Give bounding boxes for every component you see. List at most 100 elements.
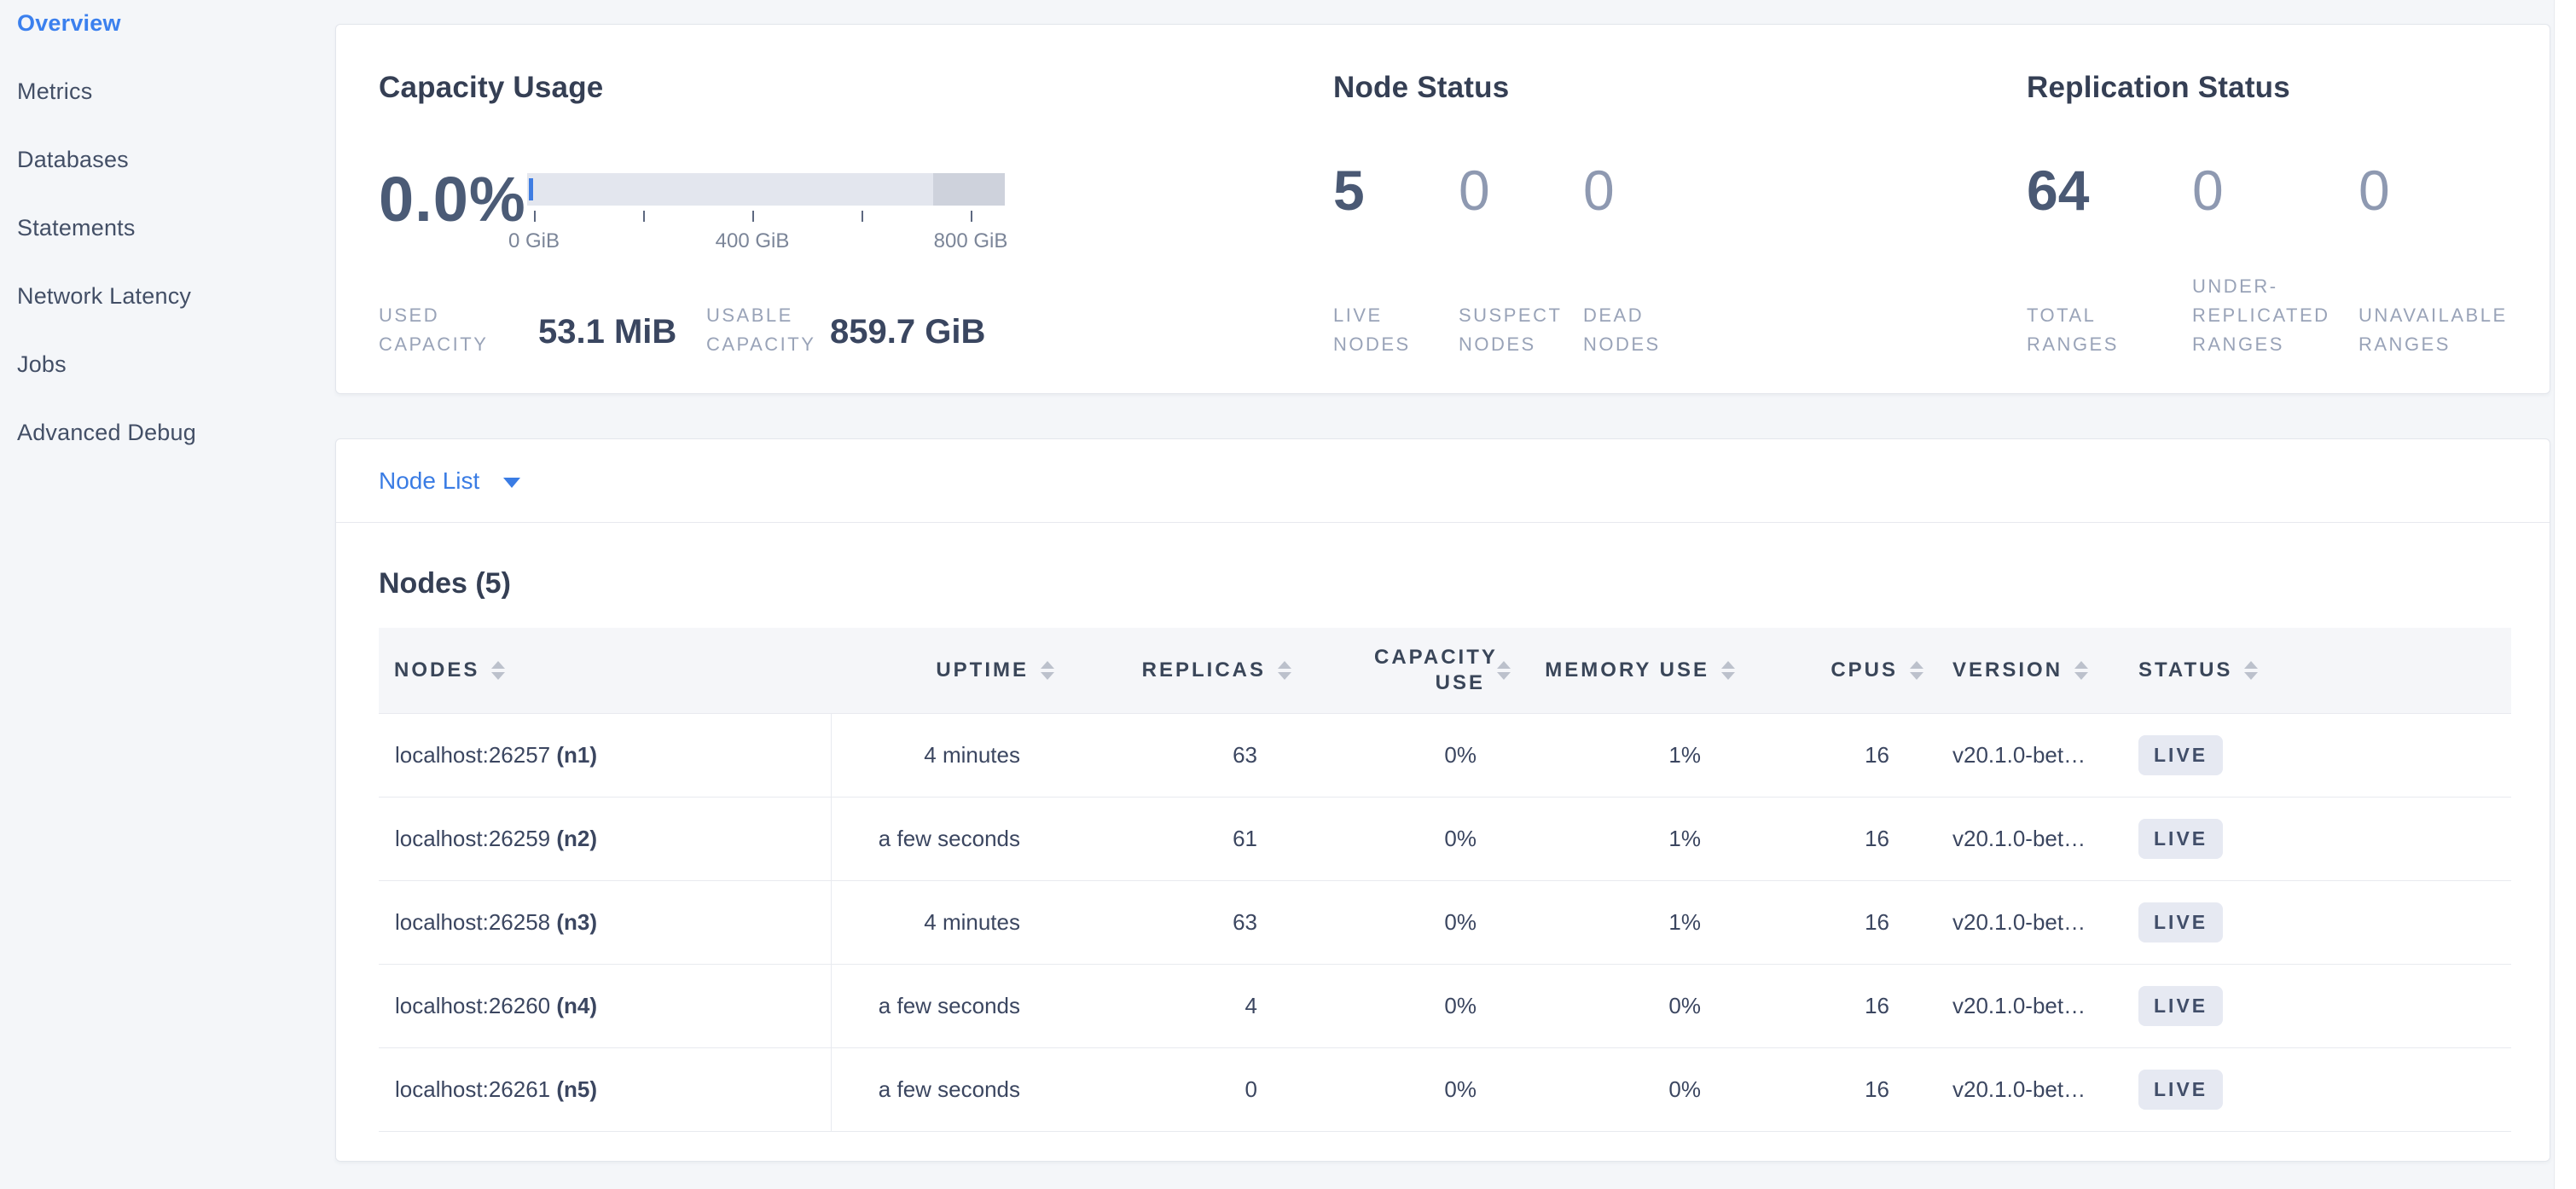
scrollbar[interactable] — [2554, 0, 2576, 1189]
sidebar-item-statements[interactable]: Statements — [17, 215, 333, 283]
sort-icon — [2244, 660, 2259, 680]
sidebar-item-overview[interactable]: Overview — [17, 10, 333, 78]
table-row: localhost:26261 (n5) a few seconds 0 0% … — [379, 1047, 2511, 1132]
column-header-replicas[interactable]: REPLICAS — [1071, 628, 1308, 714]
suspect-nodes-count: 0 — [1459, 159, 1490, 222]
status-badge: LIVE — [2138, 734, 2224, 775]
spacer-cell — [2338, 964, 2511, 1048]
used-capacity-label: USED CAPACITY — [379, 304, 489, 355]
column-header-status[interactable]: STATUS — [2116, 628, 2338, 714]
sort-icon — [2074, 660, 2089, 680]
capacity-bar-other-segment — [933, 173, 1005, 206]
capacity-use-cell: 0% — [1308, 797, 1528, 881]
cpus-cell: 16 — [1752, 964, 1941, 1048]
capacity-bar-track — [527, 173, 1005, 206]
sidebar-item-label: Jobs — [17, 351, 67, 377]
capacity-use-cell: 0% — [1308, 880, 1528, 965]
spacer-cell — [2338, 713, 2511, 798]
dead-nodes-label: DEAD NODES — [1583, 304, 1661, 355]
node-id: (n5) — [556, 1076, 598, 1102]
sidebar-item-label: Metrics — [17, 78, 93, 104]
uptime-cell: a few seconds — [831, 1047, 1071, 1132]
version-cell: v20.1.0-bet… — [1941, 713, 2116, 798]
sidebar-item-label: Overview — [17, 10, 121, 36]
total-ranges-count: 64 — [2027, 159, 2090, 222]
column-header-version[interactable]: VERSION — [1941, 628, 2116, 714]
total-ranges-label: TOTAL RANGES — [2027, 304, 2119, 355]
dead-nodes-count: 0 — [1583, 159, 1615, 222]
node-status-title: Node Status — [1333, 71, 1510, 104]
node-id: (n4) — [556, 992, 598, 1018]
nodes-card: Node List Nodes (5) NODES UPTIME — [335, 438, 2550, 1162]
spacer-cell — [2338, 880, 2511, 965]
column-header-nodes[interactable]: NODES — [379, 628, 831, 714]
status-badge: LIVE — [2138, 985, 2224, 1026]
sidebar-item-label: Statements — [17, 215, 136, 241]
status-cell: LIVE — [2116, 964, 2338, 1048]
spacer-cell — [2338, 1047, 2511, 1132]
memory-use-cell: 1% — [1528, 880, 1752, 965]
version-cell: v20.1.0-bet… — [1941, 1047, 2116, 1132]
caret-down-icon — [503, 477, 521, 488]
sort-icon — [1910, 660, 1923, 680]
uptime-cell: 4 minutes — [831, 713, 1071, 798]
status-cell: LIVE — [2116, 713, 2338, 798]
column-header-uptime[interactable]: UPTIME — [831, 628, 1071, 714]
capacity-use-cell: 0% — [1308, 964, 1528, 1048]
capacity-use-cell: 0% — [1308, 1047, 1528, 1132]
table-row: localhost:26258 (n3) 4 minutes 63 0% 1% … — [379, 880, 2511, 965]
unavailable-ranges-label: UNAVAILABLE RANGES — [2358, 304, 2508, 355]
table-header-row: NODES UPTIME REPLICAS CAPACITY USE MEMOR… — [379, 628, 2511, 714]
column-header-spacer — [2338, 628, 2511, 714]
axis-tick — [643, 211, 645, 222]
cpus-cell: 16 — [1752, 880, 1941, 965]
node-address-cell: localhost:26259 (n2) — [379, 797, 832, 881]
cluster-summary-card: Capacity Usage 0.0% 0 GiB 400 GiB 800 Gi… — [335, 24, 2550, 394]
version-cell: v20.1.0-bet… — [1941, 797, 2116, 881]
version-cell: v20.1.0-bet… — [1941, 880, 2116, 965]
used-capacity-value: 53.1 MiB — [538, 313, 677, 351]
cpus-cell: 16 — [1752, 713, 1941, 798]
axis-tick — [534, 211, 536, 222]
axis-tick — [862, 211, 863, 222]
column-header-cpus[interactable]: CPUS — [1752, 628, 1941, 714]
sidebar-item-advanced-debug[interactable]: Advanced Debug — [17, 420, 333, 488]
node-id: (n1) — [556, 741, 598, 768]
capacity-bar — [527, 173, 1005, 206]
replication-status-title: Replication Status — [2027, 71, 2290, 104]
replicas-cell: 63 — [1071, 713, 1308, 798]
version-cell: v20.1.0-bet… — [1941, 964, 2116, 1048]
status-badge: LIVE — [2138, 818, 2224, 859]
node-address-cell: localhost:26258 (n3) — [379, 880, 832, 965]
column-header-memory-use[interactable]: MEMORY USE — [1528, 628, 1752, 714]
table-row: localhost:26260 (n4) a few seconds 4 0% … — [379, 964, 2511, 1048]
nodes-table: NODES UPTIME REPLICAS CAPACITY USE MEMOR… — [379, 628, 2511, 1132]
axis-tick — [752, 211, 754, 222]
live-nodes-label: LIVE NODES — [1333, 304, 1411, 355]
capacity-bar-used-marker — [529, 178, 533, 200]
node-id: (n2) — [556, 825, 598, 851]
memory-use-cell: 0% — [1528, 964, 1752, 1048]
replicas-cell: 0 — [1071, 1047, 1308, 1132]
status-cell: LIVE — [2116, 797, 2338, 881]
sidebar-item-databases[interactable]: Databases — [17, 147, 333, 215]
usable-capacity-value: 859.7 GiB — [830, 313, 986, 351]
table-row: localhost:26259 (n2) a few seconds 61 0%… — [379, 797, 2511, 881]
memory-use-cell: 0% — [1528, 1047, 1752, 1132]
sort-icon — [1041, 660, 1054, 680]
uptime-cell: a few seconds — [831, 797, 1071, 881]
sidebar-item-metrics[interactable]: Metrics — [17, 78, 333, 147]
sort-icon — [1721, 660, 1735, 680]
axis-tick — [971, 211, 972, 222]
capacity-used-percent: 0.0% — [379, 164, 526, 235]
sidebar-item-network-latency[interactable]: Network Latency — [17, 283, 333, 351]
sort-icon — [1278, 660, 1291, 680]
suspect-nodes-label: SUSPECT NODES — [1459, 304, 1563, 355]
view-selector-dropdown[interactable]: Node List — [336, 439, 2550, 523]
replicas-cell: 4 — [1071, 964, 1308, 1048]
column-header-capacity-use[interactable]: CAPACITY USE — [1308, 628, 1528, 714]
sidebar-item-label: Network Latency — [17, 283, 192, 309]
uptime-cell: a few seconds — [831, 964, 1071, 1048]
sidebar-item-jobs[interactable]: Jobs — [17, 351, 333, 420]
unavailable-ranges-count: 0 — [2358, 159, 2390, 222]
